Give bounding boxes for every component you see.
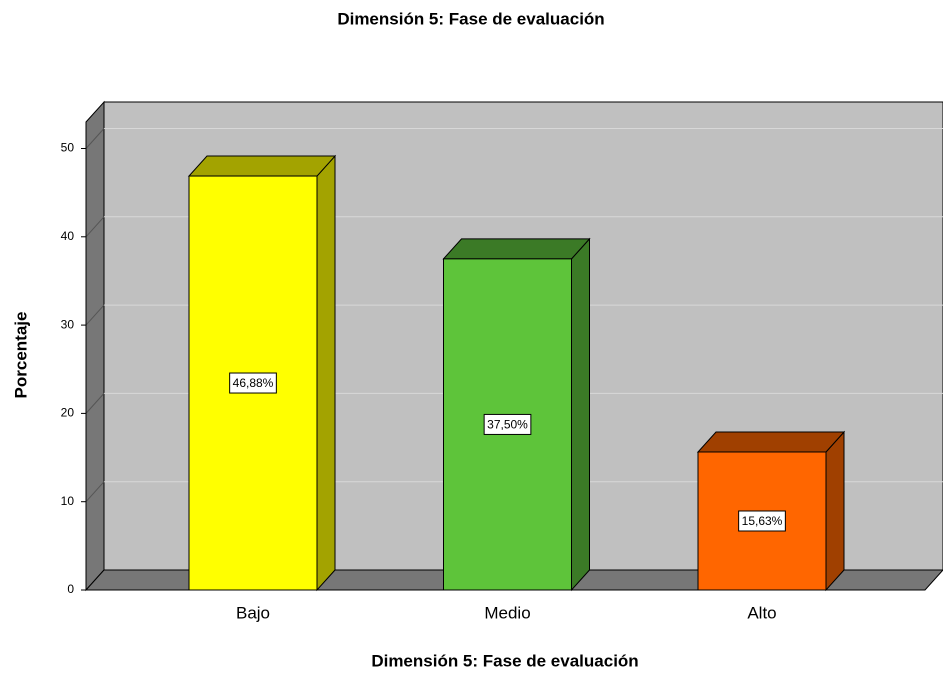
grid-line: [85, 393, 105, 414]
grid-line: [85, 128, 105, 149]
x-axis-label: Dimensión 5: Fase de evaluación: [371, 651, 638, 670]
value-label-box: [483, 413, 532, 435]
y-tick-label: 10: [61, 494, 75, 508]
x-tick-label: Medio: [484, 603, 530, 622]
value-label: 37,50%: [487, 418, 528, 432]
grid-line: [85, 481, 105, 503]
bar-top: [187, 155, 337, 177]
value-label: 46,88%: [233, 376, 274, 390]
value-label: 15,63%: [742, 514, 783, 528]
bar-top: [442, 238, 591, 260]
bar-top: [696, 431, 846, 453]
chart-title: Dimensión 5: Fase de evaluación: [337, 9, 604, 28]
y-tick-label: 40: [61, 229, 75, 243]
bar-side: [571, 237, 590, 592]
value-label-box: [738, 510, 786, 532]
y-tick-label: 30: [61, 317, 75, 331]
grid-line: [85, 304, 105, 326]
bar-side: [316, 154, 336, 592]
value-label-box: [229, 372, 277, 394]
grid-line: [85, 216, 105, 238]
x-tick-label: Alto: [747, 603, 776, 622]
y-tick-label: 0: [67, 582, 74, 596]
left-wall: [85, 100, 105, 592]
x-tick-label: Bajo: [236, 603, 270, 622]
y-tick-label: 50: [61, 141, 75, 155]
y-tick-label: 20: [61, 406, 75, 420]
y-axis-label: Porcentaje: [11, 312, 30, 399]
bar-side: [825, 430, 845, 592]
